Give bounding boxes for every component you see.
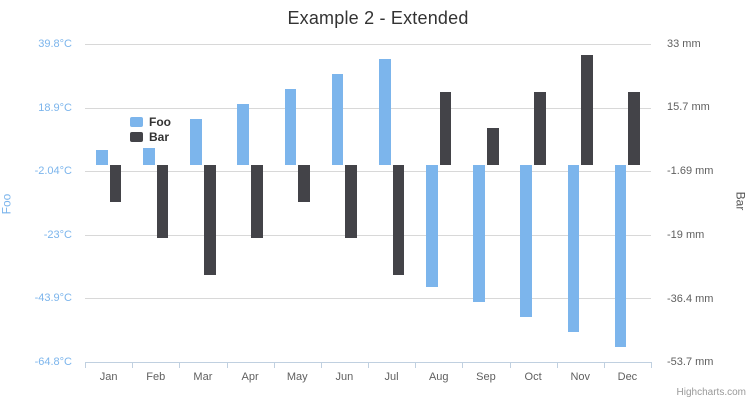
x-axis-label-nov: Nov: [570, 371, 591, 383]
y-axis-left-label: -64.8°C: [34, 356, 72, 368]
bar-foo-jan[interactable]: [95, 149, 108, 165]
bar-bar-jan[interactable]: [109, 165, 122, 202]
bar-bar-jul[interactable]: [392, 165, 405, 276]
y-axis-right-label: 15.7 mm: [667, 101, 710, 114]
gridline: [85, 107, 651, 109]
y-axis-left-label: 18.9°C: [38, 101, 72, 114]
y-axis-right-label: 33 mm: [667, 38, 701, 50]
y-axis-left-label: -43.9°C: [34, 292, 72, 305]
bar-bar-dec[interactable]: [628, 91, 640, 166]
plot-area: [85, 44, 651, 363]
x-axis-tick: [132, 362, 134, 368]
bar-bar-may[interactable]: [298, 165, 310, 202]
bar-bar-oct[interactable]: [534, 91, 546, 166]
bar-foo-feb[interactable]: [143, 148, 155, 165]
bar-foo-jun[interactable]: [331, 73, 344, 165]
y-axis-left-label: -23°C: [43, 228, 72, 241]
bar-foo-dec[interactable]: [614, 164, 627, 348]
bar-foo-oct[interactable]: [520, 164, 533, 317]
x-axis-tick: [415, 362, 417, 368]
x-axis-label-jul: Jul: [384, 371, 399, 383]
x-axis-tick: [368, 362, 369, 368]
y-axis-left-label: -2.04°C: [34, 165, 72, 178]
x-axis-tick: [179, 362, 181, 368]
x-axis-tick: [273, 362, 275, 368]
x-axis-tick: [603, 362, 605, 368]
x-axis-tick: [85, 362, 86, 368]
y-axis-right-label: -1.69 mm: [667, 165, 714, 178]
bar-foo-nov[interactable]: [567, 164, 580, 333]
y-axis-right-label: -36.4 mm: [667, 292, 714, 305]
bar-foo-jul[interactable]: [378, 58, 391, 165]
bar-foo-sep[interactable]: [473, 164, 485, 302]
bar-bar-feb[interactable]: [156, 165, 169, 239]
bar-bar-nov[interactable]: [581, 55, 593, 166]
bar-bar-aug[interactable]: [439, 91, 452, 166]
legend-label-bar: Bar: [149, 129, 170, 144]
bar-bar-sep[interactable]: [486, 128, 499, 166]
x-axis-label-jun: Jun: [335, 371, 354, 383]
gridline: [85, 298, 651, 300]
highcharts-credits[interactable]: Highcharts.com: [676, 387, 746, 398]
x-axis-tick: [462, 362, 464, 368]
x-axis-label-aug: Aug: [428, 371, 449, 383]
legend-label-foo: Foo: [149, 114, 171, 129]
gridline: [85, 44, 651, 45]
bar-bar-jun[interactable]: [345, 165, 357, 239]
x-axis-tick: [226, 362, 228, 368]
x-axis-label-oct: Oct: [524, 371, 542, 383]
gridline: [85, 171, 651, 173]
x-axis-tick: [320, 362, 322, 368]
bar-bar-mar[interactable]: [203, 165, 216, 276]
x-axis-label-sep: Sep: [476, 371, 496, 383]
x-axis-label-feb: Feb: [146, 371, 166, 383]
x-axis-label-dec: Dec: [617, 371, 638, 383]
y-axis-right-label: -53.7 mm: [667, 356, 714, 368]
x-axis-label-apr: Apr: [241, 371, 259, 383]
y-axis-left-label: 39.8°C: [38, 38, 72, 50]
legend-item-bar[interactable]: Bar: [130, 129, 171, 144]
legend-symbol-bar: [130, 131, 143, 142]
legend-symbol-foo: [130, 116, 143, 127]
y-axis-right-label: -19 mm: [667, 228, 705, 241]
x-axis-label-may: May: [286, 371, 308, 383]
bar-foo-apr[interactable]: [237, 104, 250, 165]
y-axis-right-title: Bar: [733, 191, 748, 211]
y-axis-left-title: Foo: [0, 193, 14, 215]
bar-foo-may[interactable]: [284, 88, 297, 165]
x-axis-label-mar: Mar: [193, 371, 213, 383]
x-axis-tick: [509, 362, 511, 368]
bar-foo-mar[interactable]: [190, 119, 202, 165]
legend: Foo Bar: [124, 110, 179, 148]
x-axis-label-jan: Jan: [99, 371, 118, 383]
x-axis-tick: [651, 362, 652, 368]
bar-bar-apr[interactable]: [251, 165, 263, 239]
legend-item-foo[interactable]: Foo: [130, 114, 171, 129]
gridline: [85, 234, 651, 236]
chart-title: Example 2 - Extended: [287, 8, 469, 28]
bar-foo-aug[interactable]: [426, 164, 438, 287]
x-axis-tick: [556, 362, 558, 368]
